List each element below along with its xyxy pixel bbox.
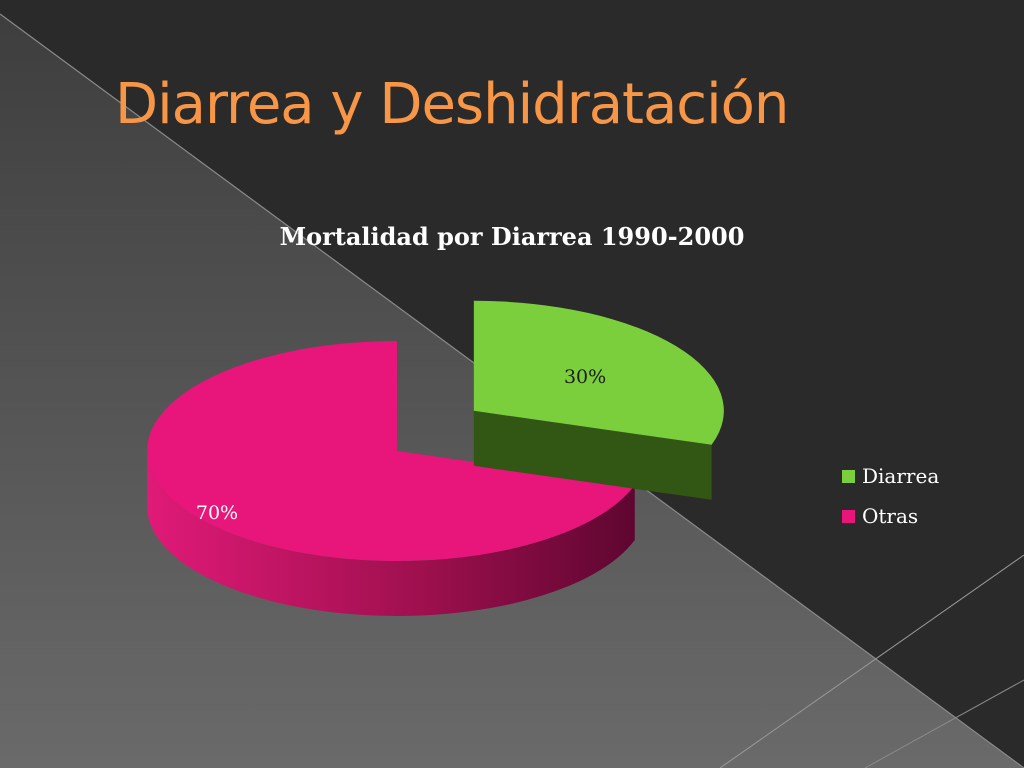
legend-swatch-otras xyxy=(842,509,855,523)
pie-slice-otras-side xyxy=(147,451,635,616)
slide-title: Diarrea y Deshidratación xyxy=(115,72,789,137)
legend-label-otras: Otras xyxy=(862,504,919,528)
legend-item-otras: Otras xyxy=(842,496,939,536)
data-label-diarrea: 30% xyxy=(564,366,606,388)
background-line xyxy=(864,679,1024,768)
background-line xyxy=(719,554,1024,768)
legend-label-diarrea: Diarrea xyxy=(862,464,940,488)
pie-slice-diarrea xyxy=(473,300,724,445)
pie-slice-diarrea-face xyxy=(473,410,712,500)
data-label-otras: 70% xyxy=(196,502,238,524)
chart-title: Mortalidad por Diarrea 1990-2000 xyxy=(279,222,745,251)
pie-slice-otras xyxy=(147,341,635,561)
legend-item-diarrea: Diarrea xyxy=(842,456,939,496)
chart-legend: Diarrea Otras xyxy=(842,456,939,536)
legend-swatch-diarrea xyxy=(842,469,855,483)
